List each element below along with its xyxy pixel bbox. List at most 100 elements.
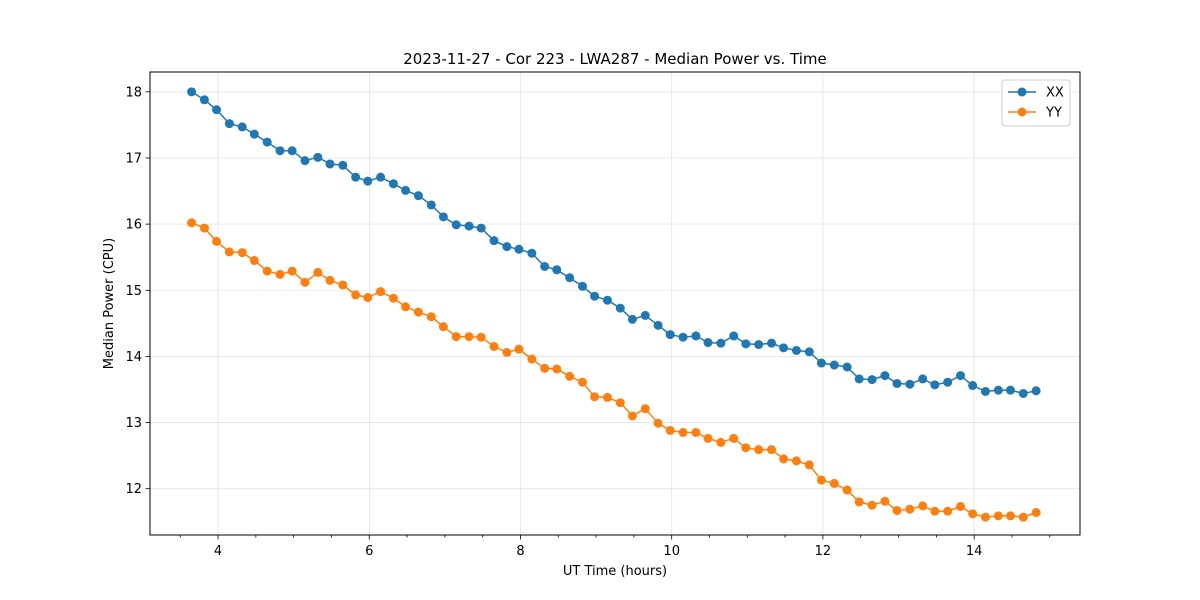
data-point-xx [665, 330, 675, 340]
data-point-yy [388, 293, 398, 303]
data-point-yy [816, 475, 826, 485]
data-point-yy [754, 445, 764, 455]
data-point-xx [918, 374, 928, 384]
legend-label: XX [1046, 86, 1064, 101]
data-point-xx [754, 340, 764, 350]
data-point-yy [905, 504, 915, 514]
data-point-xx [413, 191, 423, 201]
data-point-yy [968, 509, 978, 519]
data-point-yy [854, 497, 864, 507]
data-point-yy [892, 506, 902, 516]
axis-ticks: 4 6 8 10 12 14 12 13 14 15 16 17 18 [125, 85, 1051, 559]
data-point-xx [804, 347, 814, 357]
x-axis-label: UT Time (hours) [563, 564, 667, 579]
data-point-xx [968, 381, 978, 391]
data-point-xx [741, 339, 751, 349]
data-point-yy [287, 266, 297, 276]
data-point-yy [451, 332, 461, 342]
data-point-xx [729, 331, 739, 341]
data-point-yy [779, 454, 789, 464]
data-point-yy [829, 478, 839, 488]
data-point-yy [413, 307, 423, 317]
data-point-xx [187, 87, 197, 97]
data-point-xx [678, 332, 688, 342]
data-point-yy [678, 427, 688, 437]
data-point-xx [842, 362, 852, 372]
data-point-xx [313, 152, 323, 162]
data-point-yy [640, 404, 650, 414]
x-tick-label: 4 [214, 544, 222, 559]
data-point-yy [237, 248, 247, 258]
data-point-xx [275, 146, 285, 156]
y-tick-label: 17 [125, 151, 142, 166]
data-point-yy [464, 332, 474, 342]
data-point-yy [627, 411, 637, 421]
series-layer [187, 87, 1041, 522]
data-point-xx [867, 375, 877, 385]
y-tick-label: 12 [125, 482, 142, 497]
data-point-xx [703, 338, 713, 348]
data-point-xx [237, 122, 247, 132]
data-point-yy [930, 506, 940, 516]
data-point-yy [980, 512, 990, 522]
data-point-yy [767, 445, 777, 455]
data-point-yy [262, 266, 272, 276]
data-point-yy [199, 223, 209, 233]
data-point-yy [514, 344, 524, 354]
data-point-xx [892, 379, 902, 389]
data-point-yy [249, 256, 259, 266]
data-point-yy [325, 275, 335, 285]
data-point-xx [956, 371, 966, 381]
data-point-xx [388, 179, 398, 189]
data-point-xx [287, 146, 297, 156]
data-point-yy [502, 347, 512, 357]
data-point-yy [615, 398, 625, 408]
data-point-xx [464, 221, 474, 231]
data-point-yy [275, 269, 285, 279]
data-point-yy [716, 437, 726, 447]
grid-lines [150, 72, 1080, 535]
data-point-xx [451, 220, 461, 230]
data-point-xx [476, 223, 486, 233]
data-point-yy [300, 277, 310, 287]
data-point-xx [767, 338, 777, 348]
data-point-yy [187, 218, 197, 228]
legend-marker [1017, 107, 1027, 117]
series-xx [187, 87, 1041, 398]
data-point-yy [351, 290, 361, 300]
data-point-yy [956, 502, 966, 512]
data-point-xx [943, 377, 953, 387]
x-tick-label: 14 [966, 544, 983, 559]
data-point-yy [401, 302, 411, 312]
data-point-xx [224, 119, 234, 129]
y-axis-label: Median Power (CPU) [102, 238, 117, 369]
data-point-yy [729, 433, 739, 443]
data-point-yy [653, 418, 663, 428]
data-point-xx [791, 345, 801, 355]
data-point-xx [905, 379, 915, 389]
data-point-xx [325, 159, 335, 169]
data-point-xx [426, 200, 436, 210]
data-point-yy [577, 377, 587, 387]
x-tick-label: 8 [516, 544, 524, 559]
data-point-yy [338, 280, 348, 290]
series-yy [187, 218, 1041, 522]
legend-marker [1017, 87, 1027, 97]
data-point-xx [552, 265, 562, 275]
data-point-xx [1018, 388, 1028, 398]
data-point-xx [212, 105, 222, 115]
legend-item-xx: XX [1008, 86, 1064, 101]
data-point-yy [540, 363, 550, 373]
data-point-yy [741, 443, 751, 453]
y-tick-label: 13 [125, 416, 142, 431]
data-point-xx [262, 137, 272, 147]
data-point-xx [489, 236, 499, 246]
data-point-xx [540, 261, 550, 271]
data-point-yy [665, 425, 675, 435]
data-point-yy [791, 456, 801, 466]
data-point-yy [867, 500, 877, 510]
data-point-xx [590, 291, 600, 301]
data-point-xx [376, 172, 386, 182]
data-point-xx [930, 380, 940, 390]
